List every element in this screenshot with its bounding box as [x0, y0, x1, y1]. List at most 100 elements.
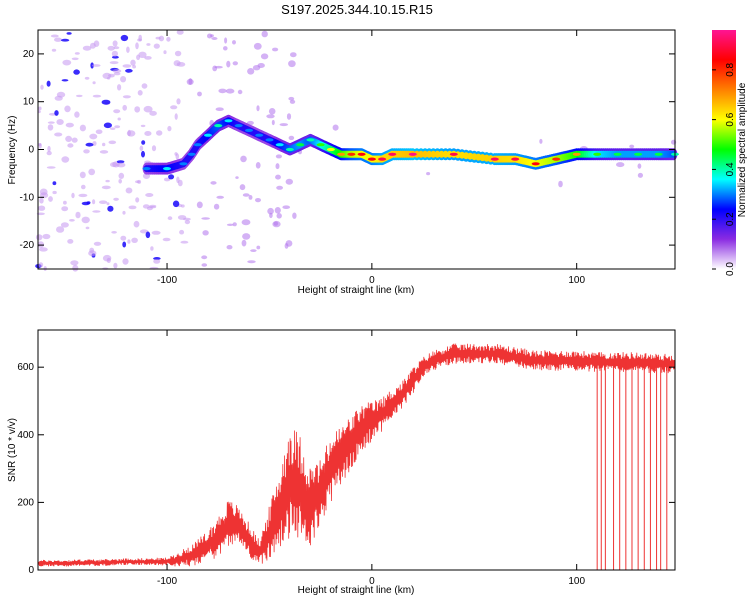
ridge-point — [388, 152, 397, 156]
snr-line — [37, 343, 676, 567]
spectrogram-xlabel: Height of straight line (km) — [298, 285, 415, 296]
noise-blob — [226, 60, 231, 68]
ridge-point — [634, 152, 643, 156]
noise-blob — [216, 195, 224, 199]
noise-blob — [174, 113, 178, 120]
noise-blob — [67, 143, 74, 148]
noise-blob — [47, 121, 55, 124]
xtick-label: 100 — [568, 275, 585, 286]
ridge-point — [265, 138, 274, 142]
ridge-point — [163, 167, 171, 171]
noise-blob — [289, 99, 296, 104]
noise-blob — [75, 211, 81, 219]
noise-blob — [143, 105, 153, 113]
ridge-point — [449, 152, 458, 156]
noise-blob — [111, 231, 117, 234]
xtick-label: 0 — [369, 576, 375, 587]
colorbar-ticks: 0.0 0.2 0.4 0.6 0.8 — [712, 62, 736, 276]
noise-blob — [35, 234, 43, 241]
noise-blob — [52, 181, 57, 186]
noise-blob — [224, 37, 228, 44]
noise-blob — [207, 33, 213, 39]
noise-blob — [153, 259, 161, 264]
noise-blob — [256, 105, 260, 112]
noise-blob — [141, 150, 145, 158]
noise-blob — [120, 34, 129, 42]
ridge-point — [531, 162, 540, 166]
noise-blob — [73, 69, 80, 75]
noise-blob — [113, 46, 120, 50]
noise-blob — [88, 168, 96, 176]
noise-blob — [212, 65, 218, 72]
noise-blob — [141, 83, 148, 89]
noise-blob — [69, 219, 75, 222]
noise-blob — [61, 79, 69, 82]
noise-blob — [106, 202, 110, 206]
ridge-point — [552, 157, 561, 161]
noise-blob — [273, 221, 279, 226]
noise-blob — [122, 258, 129, 265]
noise-blob — [188, 78, 193, 85]
noise-blob — [82, 45, 92, 51]
noise-blob — [176, 62, 186, 67]
noise-blob — [85, 142, 94, 147]
noise-blob — [122, 241, 127, 248]
noise-blob — [76, 94, 83, 98]
noise-blob — [71, 137, 78, 143]
noise-blob — [99, 200, 108, 204]
noise-blob — [272, 47, 279, 52]
ridge-point — [378, 157, 387, 161]
noise-blob — [255, 198, 261, 203]
ridge-point — [347, 152, 356, 156]
noise-blob — [65, 135, 72, 142]
noise-blob — [226, 245, 233, 250]
noise-blob — [166, 36, 171, 42]
noise-blob — [38, 205, 46, 211]
noise-blob — [116, 160, 125, 164]
noise-blob — [70, 260, 79, 266]
noise-blob — [39, 197, 44, 204]
noise-blob — [197, 91, 202, 97]
noise-blob — [62, 59, 72, 66]
noise-blob — [162, 237, 171, 242]
colorbar-label: Normalized spectral amplitude — [737, 82, 748, 217]
noise-blob — [276, 185, 283, 190]
noise-blob — [202, 230, 209, 236]
noise-blob — [47, 124, 54, 131]
noise-blob — [102, 142, 106, 147]
noise-blob — [174, 152, 178, 156]
noise-blob — [151, 230, 161, 235]
ridge-point — [187, 152, 196, 156]
ridge-point — [193, 143, 202, 147]
noise-blob — [275, 174, 281, 180]
noise-blob — [142, 204, 150, 209]
xtick-label: 0 — [369, 275, 375, 286]
noise-blob — [232, 61, 238, 66]
noise-blob — [113, 197, 119, 201]
noise-blob — [133, 220, 140, 228]
noise-blob — [266, 114, 275, 119]
spectrogram-ridge — [142, 114, 679, 175]
noise-blob — [176, 98, 181, 105]
noise-blob — [253, 42, 262, 50]
noise-blob — [134, 106, 141, 113]
noise-blob — [65, 122, 74, 128]
noise-blob — [196, 201, 203, 209]
noise-blob — [225, 88, 235, 94]
noise-blob — [226, 223, 234, 226]
noise-blob — [275, 163, 280, 170]
noise-blob — [237, 89, 243, 95]
ridge-point — [142, 167, 151, 171]
noise-blob — [109, 61, 119, 65]
noise-blob — [95, 129, 103, 135]
noise-blob — [137, 38, 143, 42]
noise-blob — [163, 50, 167, 55]
noise-blob — [242, 193, 250, 197]
noise-blob — [102, 72, 112, 79]
noise-blob — [176, 29, 184, 35]
noise-blob — [125, 68, 133, 73]
noise-blob — [48, 196, 53, 202]
noise-blob — [89, 133, 98, 140]
ridge-band — [418, 150, 424, 158]
noise-blob — [235, 176, 239, 179]
